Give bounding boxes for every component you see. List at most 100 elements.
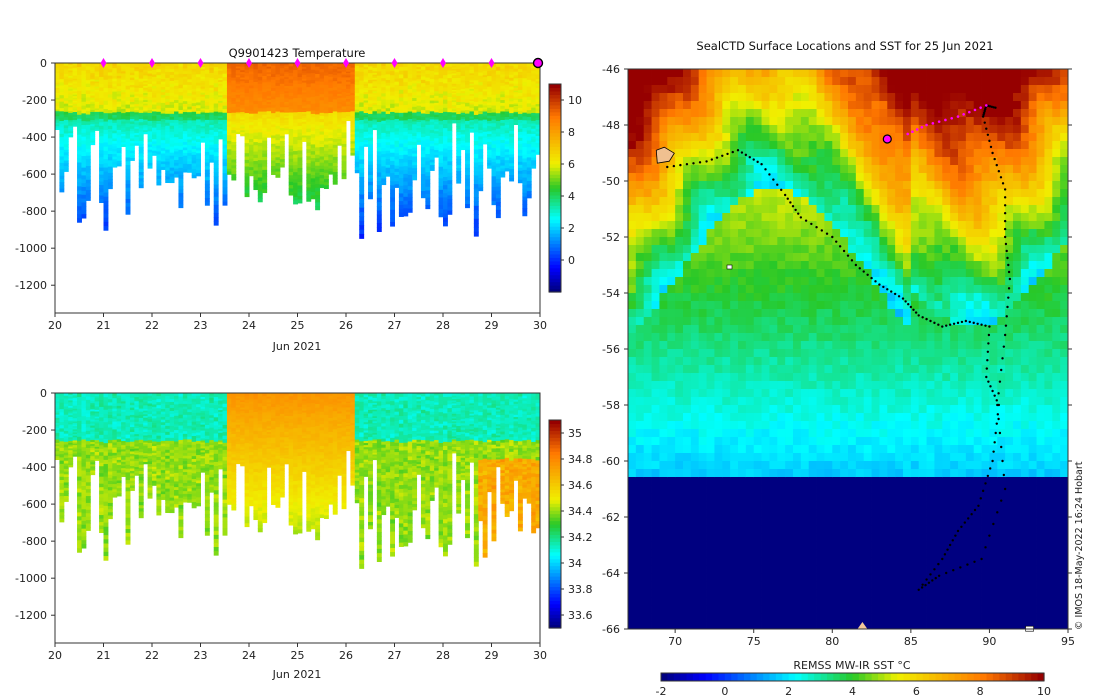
section-cell	[138, 103, 144, 108]
section-cell	[354, 139, 360, 144]
section-cell	[447, 85, 453, 90]
section-cell	[293, 189, 298, 194]
section-cell	[253, 104, 259, 108]
section-cell	[81, 497, 87, 503]
section-cell	[156, 136, 162, 140]
section-cell	[319, 78, 325, 83]
section-cell	[169, 164, 175, 169]
section-cell	[323, 185, 329, 189]
section-cell	[121, 92, 127, 95]
section-cell	[398, 185, 404, 191]
section-cell	[81, 86, 87, 91]
section-cell	[182, 68, 188, 72]
section-cell	[235, 80, 241, 83]
section-cell	[425, 110, 431, 115]
section-cell	[178, 63, 184, 68]
section-cell	[187, 144, 193, 149]
section-cell	[107, 84, 113, 89]
section-cell	[491, 80, 497, 85]
section-cell	[469, 64, 475, 67]
section-cell	[354, 153, 360, 157]
section-cell	[394, 100, 400, 104]
section-cell	[178, 153, 184, 158]
section-cell	[456, 96, 462, 100]
section-cell	[416, 121, 422, 125]
section-cell	[443, 63, 448, 68]
section-cell	[143, 87, 149, 91]
section-cell	[271, 115, 276, 120]
section-cell	[55, 64, 60, 67]
section-cell	[451, 113, 457, 116]
section-cell	[354, 98, 360, 102]
section-cell	[204, 116, 210, 121]
section-cell	[63, 79, 69, 83]
section-cell	[407, 63, 413, 68]
section-cell	[416, 107, 422, 111]
section-cell	[209, 67, 215, 71]
section-cell	[147, 68, 153, 72]
section-cell	[310, 141, 316, 145]
section-cell	[63, 125, 69, 129]
section-cell	[390, 169, 395, 174]
section-cell	[513, 89, 519, 92]
section-cell	[372, 92, 378, 96]
section-cell	[429, 63, 435, 67]
section-cell	[257, 128, 263, 133]
section-cell	[81, 210, 87, 215]
section-cell	[204, 187, 210, 192]
section-cell	[447, 81, 453, 87]
section-cell	[81, 517, 87, 522]
section-cell	[169, 149, 175, 154]
section-cell	[169, 131, 175, 136]
section-cell	[178, 102, 184, 107]
section-cell	[438, 143, 444, 149]
section-cell	[165, 110, 171, 115]
section-cell	[293, 193, 298, 198]
section-cell	[434, 138, 440, 142]
section-cell	[328, 146, 334, 150]
section-cell	[341, 149, 347, 154]
section-cell	[249, 110, 254, 115]
section-cell	[200, 128, 206, 131]
section-cell	[531, 157, 537, 161]
section-cell	[513, 102, 519, 106]
section-cell	[407, 167, 413, 172]
section-cell	[174, 65, 179, 70]
section-cell	[420, 133, 426, 138]
section-cell	[288, 122, 294, 127]
section-cell	[231, 144, 237, 149]
section-cell	[284, 78, 290, 82]
section-cell	[174, 128, 179, 132]
section-cell	[315, 70, 321, 75]
section-cell	[376, 100, 382, 106]
section-cell	[372, 67, 378, 71]
section-cell	[191, 106, 197, 110]
colorbar-swatch	[549, 267, 561, 272]
section-cell	[152, 141, 157, 145]
section-cell	[77, 182, 82, 187]
section-cell	[226, 152, 232, 156]
section-cell	[244, 183, 250, 188]
section-cell	[55, 97, 60, 101]
section-cell	[394, 128, 400, 132]
section-cell	[125, 115, 131, 121]
section-cell	[226, 76, 232, 81]
section-cell	[443, 152, 448, 158]
section-cell	[85, 399, 91, 404]
section-cell	[249, 130, 254, 134]
section-cell	[341, 146, 347, 151]
section-cell	[165, 92, 171, 97]
section-cell	[231, 92, 237, 96]
section-cell	[495, 178, 501, 184]
section-cell	[456, 153, 462, 157]
section-cell	[487, 147, 492, 151]
section-cell	[262, 160, 268, 164]
section-cell	[94, 115, 100, 118]
section-cell	[77, 138, 82, 144]
section-cell	[509, 107, 515, 111]
section-cell	[359, 141, 365, 147]
section-cell	[385, 150, 391, 155]
section-cell	[271, 166, 276, 170]
section-cell	[213, 160, 219, 165]
section-cell	[337, 130, 343, 134]
